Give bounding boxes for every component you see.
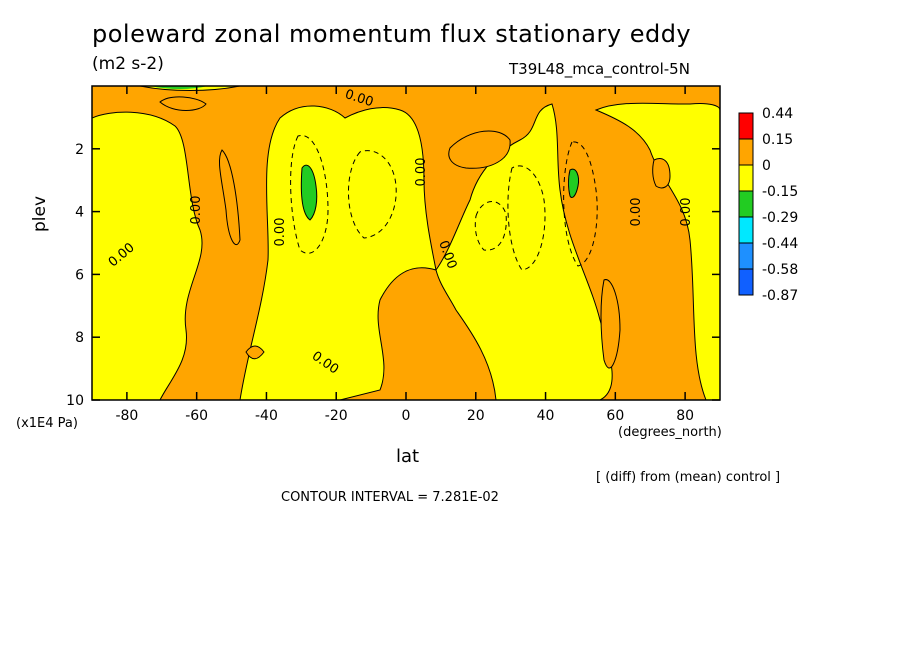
orange-island-4 — [652, 158, 671, 189]
run-label: T39L48_mca_control-5N — [509, 60, 690, 78]
x-tick-label: -60 — [185, 408, 208, 424]
contour-label: 0.00 — [273, 218, 288, 247]
x-tick-label: -20 — [325, 408, 348, 424]
legend-label: -0.29 — [762, 210, 798, 226]
legend-swatch-orange — [738, 138, 754, 166]
legend-label: -0.15 — [762, 184, 798, 200]
legend-label: 0 — [762, 158, 771, 174]
contour-label: 0.00 — [414, 158, 429, 187]
y-axis-title: plev — [30, 195, 50, 232]
contour-label: 0.00 — [189, 196, 204, 225]
legend-label: -0.44 — [762, 236, 798, 252]
legend-swatch-blue-end — [738, 268, 754, 296]
x-tick-label: 40 — [537, 408, 555, 424]
legend-swatch-cyan — [738, 216, 754, 244]
legend-label: -0.58 — [762, 262, 798, 278]
filled-contours — [92, 86, 720, 400]
y-tick-label: 8 — [75, 330, 84, 346]
legend-label: 0.44 — [762, 106, 793, 122]
y-tick-label: 2 — [75, 142, 84, 158]
x-axis-title: lat — [396, 446, 420, 467]
yellow-region-south-mid — [239, 105, 437, 400]
y-axis-units: (x1E4 Pa) — [16, 416, 78, 431]
legend-swatch-yellow — [738, 164, 754, 192]
dashed-contour-5 — [563, 141, 598, 267]
diff-note: [ (diff) from (mean) control ] — [596, 470, 781, 485]
y-tick-label: 6 — [75, 267, 84, 283]
x-tick-label: -40 — [255, 408, 278, 424]
color-legend: 0.44 0.15 0 -0.15 -0.29 -0.44 -0.58 -0.87 — [738, 106, 798, 304]
dashed-contour-4 — [507, 165, 546, 271]
x-tick-label: -80 — [115, 408, 138, 424]
orange-oval-top — [159, 96, 207, 111]
legend-label: 0.15 — [762, 132, 793, 148]
legend-swatch-red — [738, 112, 754, 140]
x-tick-label: 80 — [676, 408, 694, 424]
contour-label: 0.00 — [679, 198, 694, 227]
dashed-contour-1 — [290, 134, 329, 254]
chart-title: poleward zonal momentum flux stationary … — [92, 20, 692, 48]
green-region-south — [300, 164, 318, 221]
legend-swatch-blue_mid — [738, 242, 754, 270]
dashed-contour-2 — [347, 150, 397, 239]
chart-units: (m2 s-2) — [92, 54, 164, 74]
orange-island-3 — [600, 279, 621, 369]
legend-label: -0.87 — [762, 288, 798, 304]
yellow-region-west — [92, 111, 203, 400]
x-tick-label: 20 — [467, 408, 485, 424]
green-region-north — [568, 168, 579, 199]
contour-interval: CONTOUR INTERVAL = 7.281E-02 — [281, 490, 499, 505]
legend-swatch-green — [738, 190, 754, 218]
yellow-region-north — [594, 102, 720, 400]
x-axis-units: (degrees_north) — [618, 425, 722, 440]
yellow-region-equator — [435, 103, 613, 400]
y-tick-label: 4 — [75, 205, 84, 221]
x-axis-ticks: -80 -60 -40 -20 0 20 40 60 80 — [115, 86, 694, 424]
y-tick-label: 10 — [66, 393, 84, 409]
orange-island-1 — [219, 149, 241, 246]
orange-island-5 — [245, 345, 265, 360]
y-axis-ticks: 2 4 6 8 10 — [66, 142, 720, 409]
orange-island-2 — [448, 130, 511, 169]
x-tick-label: 60 — [606, 408, 624, 424]
contour-label: 0.00 — [629, 198, 644, 227]
dashed-contour-3 — [474, 201, 507, 251]
x-tick-label: 0 — [402, 408, 411, 424]
